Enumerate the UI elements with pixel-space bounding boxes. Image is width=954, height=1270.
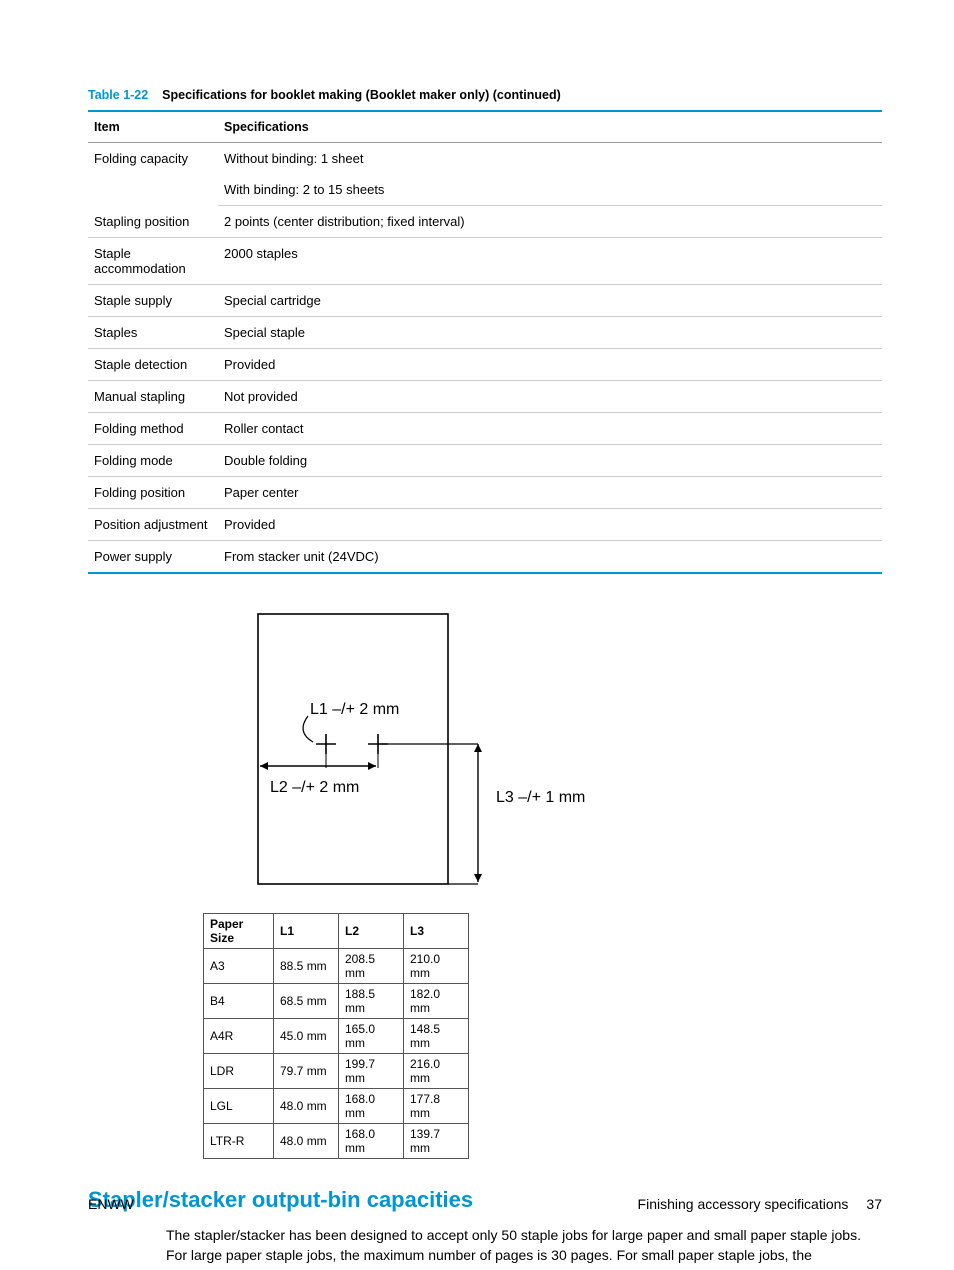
spec-table: Item Specifications Folding capacityWith…	[88, 110, 882, 574]
dim-cell: LTR-R	[204, 1124, 274, 1159]
cell-item: Position adjustment	[88, 509, 218, 541]
dim-col: L1	[274, 914, 339, 949]
staple-diagram: L1 –/+ 2 mm L2 –/+ 2 mm L3 –/+ 1 mm	[178, 604, 882, 899]
dim-cell: A3	[204, 949, 274, 984]
dim-cell: 68.5 mm	[274, 984, 339, 1019]
dim-cell: 216.0 mm	[404, 1054, 469, 1089]
table-row: StaplesSpecial staple	[88, 317, 882, 349]
cell-spec: 2000 staples	[218, 238, 882, 285]
footer-page: 37	[866, 1196, 882, 1212]
cell-item: Staple supply	[88, 285, 218, 317]
table-number: Table 1-22	[88, 88, 148, 102]
dim-cell: 148.5 mm	[404, 1019, 469, 1054]
cell-spec: 2 points (center distribution; fixed int…	[218, 206, 882, 238]
dim-cell: 139.7 mm	[404, 1124, 469, 1159]
dim-cell: 48.0 mm	[274, 1089, 339, 1124]
table-row: Staple supplySpecial cartridge	[88, 285, 882, 317]
table-row: A4R45.0 mm165.0 mm148.5 mm	[204, 1019, 469, 1054]
table-row: Folding positionPaper center	[88, 477, 882, 509]
svg-text:L2 –/+ 2 mm: L2 –/+ 2 mm	[270, 779, 359, 796]
dim-cell: 168.0 mm	[339, 1124, 404, 1159]
table-row: Power supplyFrom stacker unit (24VDC)	[88, 541, 882, 574]
table-caption: Table 1-22 Specifications for booklet ma…	[88, 88, 882, 102]
cell-spec: Paper center	[218, 477, 882, 509]
dim-cell: 165.0 mm	[339, 1019, 404, 1054]
cell-spec: From stacker unit (24VDC)	[218, 541, 882, 574]
cell-item: Staple detection	[88, 349, 218, 381]
dim-cell: A4R	[204, 1019, 274, 1054]
dimension-table: Paper SizeL1L2L3 A388.5 mm208.5 mm210.0 …	[203, 913, 469, 1159]
table-title: Specifications for booklet making (Bookl…	[162, 88, 561, 102]
cell-spec: Provided	[218, 349, 882, 381]
dim-cell: LDR	[204, 1054, 274, 1089]
table-row: Staple detectionProvided	[88, 349, 882, 381]
dim-cell: 79.7 mm	[274, 1054, 339, 1089]
table-row: Stapling position2 points (center distri…	[88, 206, 882, 238]
table-row: Manual staplingNot provided	[88, 381, 882, 413]
table-row: A388.5 mm208.5 mm210.0 mm	[204, 949, 469, 984]
dim-cell: 45.0 mm	[274, 1019, 339, 1054]
dim-cell: B4	[204, 984, 274, 1019]
cell-spec: Without binding: 1 sheet	[218, 143, 882, 175]
cell-item: Folding mode	[88, 445, 218, 477]
table-row: Staple accommodation2000 staples	[88, 238, 882, 285]
cell-item: Manual stapling	[88, 381, 218, 413]
cell-item: Staples	[88, 317, 218, 349]
cell-spec: Roller contact	[218, 413, 882, 445]
cell-item: Folding method	[88, 413, 218, 445]
dim-cell: 168.0 mm	[339, 1089, 404, 1124]
table-row: LTR-R48.0 mm168.0 mm139.7 mm	[204, 1124, 469, 1159]
dim-cell: 182.0 mm	[404, 984, 469, 1019]
table-row: Folding methodRoller contact	[88, 413, 882, 445]
cell-spec: Double folding	[218, 445, 882, 477]
table-row: Position adjustmentProvided	[88, 509, 882, 541]
cell-item: Stapling position	[88, 206, 218, 238]
dim-col: Paper Size	[204, 914, 274, 949]
page-footer: ENWW Finishing accessory specifications …	[88, 1196, 882, 1212]
cell-item: Power supply	[88, 541, 218, 574]
dim-cell: 177.8 mm	[404, 1089, 469, 1124]
footer-left: ENWW	[88, 1196, 134, 1212]
footer-section: Finishing accessory specifications	[638, 1196, 849, 1212]
cell-spec: Special staple	[218, 317, 882, 349]
col-spec: Specifications	[218, 111, 882, 143]
dim-col: L3	[404, 914, 469, 949]
table-row: Folding modeDouble folding	[88, 445, 882, 477]
cell-item: Folding position	[88, 477, 218, 509]
dim-col: L2	[339, 914, 404, 949]
dim-cell: 210.0 mm	[404, 949, 469, 984]
svg-text:L3 –/+ 1 mm: L3 –/+ 1 mm	[496, 789, 585, 806]
table-row: B468.5 mm188.5 mm182.0 mm	[204, 984, 469, 1019]
col-item: Item	[88, 111, 218, 143]
cell-spec: Not provided	[218, 381, 882, 413]
dim-cell: LGL	[204, 1089, 274, 1124]
cell-spec: Provided	[218, 509, 882, 541]
dim-cell: 199.7 mm	[339, 1054, 404, 1089]
table-row: LDR79.7 mm199.7 mm216.0 mm	[204, 1054, 469, 1089]
body-paragraph: The stapler/stacker has been designed to…	[88, 1225, 882, 1266]
dim-cell: 188.5 mm	[339, 984, 404, 1019]
dim-cell: 88.5 mm	[274, 949, 339, 984]
svg-text:L1 –/+ 2 mm: L1 –/+ 2 mm	[310, 701, 399, 718]
cell-item: Staple accommodation	[88, 238, 218, 285]
cell-spec: Special cartridge	[218, 285, 882, 317]
cell-spec: With binding: 2 to 15 sheets	[218, 174, 882, 206]
table-row: Folding capacityWithout binding: 1 sheet	[88, 143, 882, 175]
dim-cell: 208.5 mm	[339, 949, 404, 984]
dim-cell: 48.0 mm	[274, 1124, 339, 1159]
cell-item: Folding capacity	[88, 143, 218, 206]
table-row: LGL48.0 mm168.0 mm177.8 mm	[204, 1089, 469, 1124]
